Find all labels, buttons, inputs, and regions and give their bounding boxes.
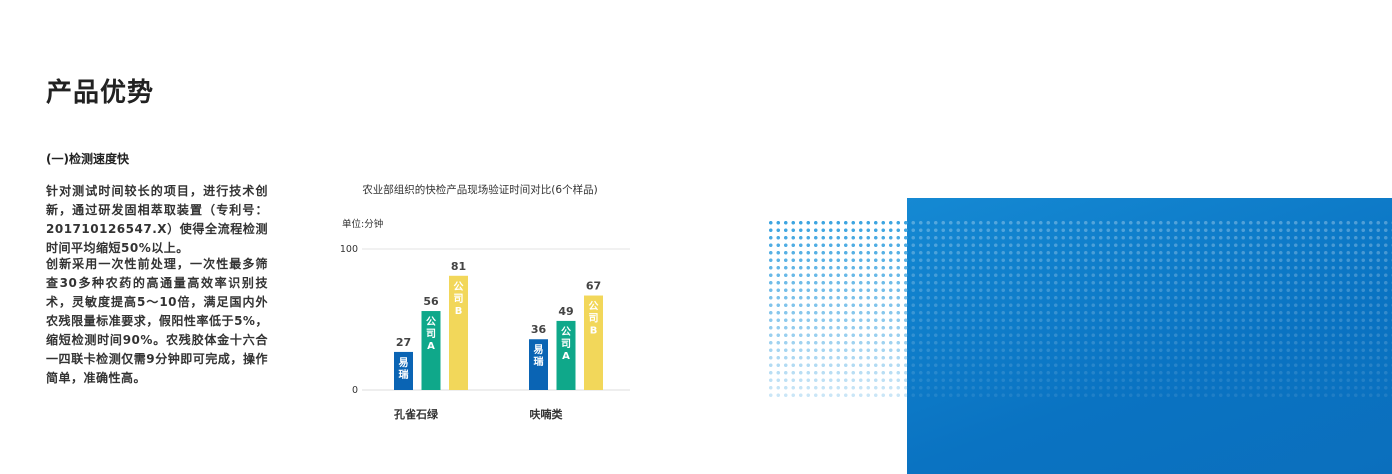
- data-label: 49: [558, 305, 573, 318]
- bar-series-label: 司: [426, 328, 436, 340]
- paragraph-1: 针对测试时间较长的项目，进行技术创新，通过研发固相萃取装置（专利号：201710…: [46, 184, 268, 255]
- bar-series-label: A: [427, 341, 435, 352]
- bar-series-label: 司: [454, 293, 464, 305]
- blue-panel-decoration: [907, 198, 1392, 474]
- data-label: 56: [423, 295, 439, 308]
- bar-公司A-孔雀石绿: [421, 311, 441, 390]
- bar-易瑞-呋喃类: [529, 339, 548, 390]
- bar-公司B-孔雀石绿: [449, 275, 468, 390]
- bar-series-label: A: [562, 351, 570, 362]
- bar-series-label: 司: [561, 338, 571, 350]
- bar-易瑞-孔雀石绿: [394, 351, 413, 390]
- chart-title: 农业部组织的快检产品现场验证时间对比(6个样品): [362, 183, 597, 196]
- data-label: 36: [531, 323, 547, 336]
- bar-series-label: 公: [426, 316, 436, 328]
- page-title: 产品优势: [46, 78, 155, 108]
- bar-series-label: 公: [454, 281, 464, 293]
- data-label: 81: [451, 260, 466, 273]
- paragraph-2: 创新采用一次性前处理，一次性最多筛查30多种农药的高通量高效率识别技术，灵敏度提…: [46, 257, 268, 385]
- bar-series-label: 司: [589, 313, 599, 325]
- dot-pattern-overlay: [907, 219, 1392, 399]
- data-label: 27: [396, 336, 411, 349]
- bar-series-label: 易: [534, 344, 544, 356]
- bar-series-label: B: [590, 326, 598, 337]
- bar-series-label: 易: [399, 357, 409, 369]
- bar-公司B-呋喃类: [584, 295, 603, 390]
- bar-series-label: 瑞: [534, 355, 544, 368]
- x-label-1: 呋喃类: [530, 407, 564, 421]
- y-tick-0: 0: [352, 385, 358, 396]
- data-label: 67: [586, 280, 601, 293]
- y-tick-100: 100: [340, 244, 358, 255]
- bar-series-label: 公: [561, 326, 571, 338]
- bar-series-label: B: [455, 306, 463, 317]
- x-label-0: 孔雀石绿: [394, 407, 439, 421]
- bar-公司A-呋喃类: [556, 320, 576, 390]
- y-axis-unit: 单位:分钟: [342, 218, 383, 230]
- bar-series-label: 公: [589, 301, 599, 313]
- bar-series-label: 瑞: [399, 368, 409, 381]
- bar-chart: 农业部组织的快检产品现场验证时间对比(6个样品) 单位:分钟 100 0 27 易…: [340, 183, 630, 421]
- section-heading: (一)检测速度快: [46, 152, 129, 166]
